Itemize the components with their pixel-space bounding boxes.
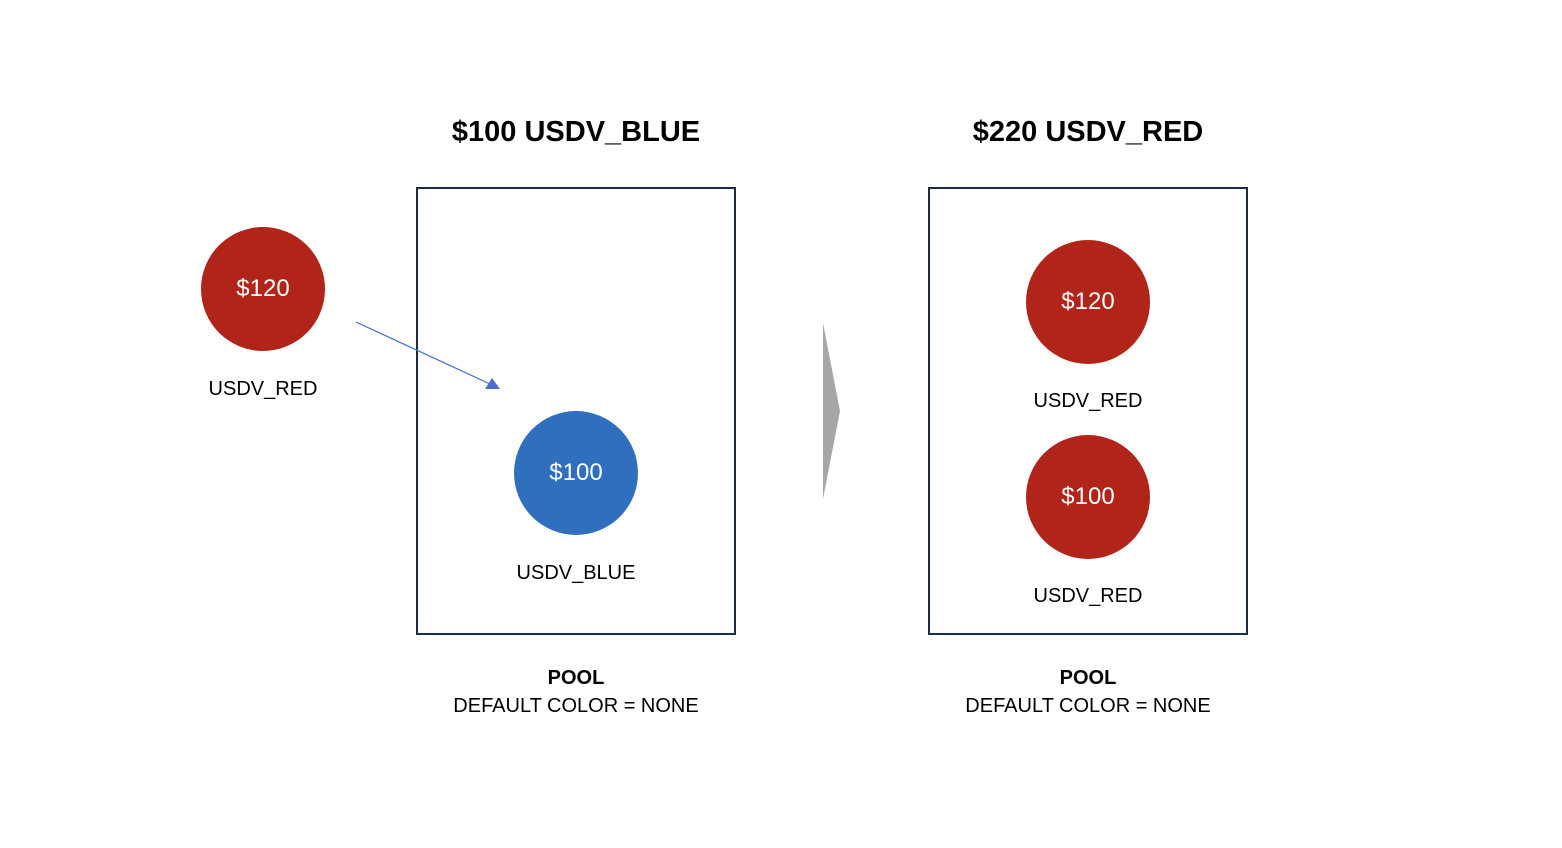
pool-after-caption: POOL DEFAULT COLOR = NONE — [928, 664, 1248, 720]
pool-after-coin-1-value: $120 — [1061, 288, 1115, 315]
arrow-icon — [355, 321, 500, 389]
pool-before-caption-default: DEFAULT COLOR = NONE — [453, 695, 699, 717]
pool-before-coin-value: $100 — [549, 459, 603, 486]
pool-after-coin-2-value: $100 — [1061, 483, 1115, 510]
pool-before-coin: $100 — [514, 411, 638, 535]
incoming-coin: $120 — [201, 227, 325, 351]
pool-before-title: $100 USDV_BLUE — [451, 116, 701, 148]
pool-after-caption-default: DEFAULT COLOR = NONE — [965, 695, 1211, 717]
pool-after-coin-1-label: USDV_RED — [1033, 390, 1143, 412]
pool-after-coin-2: $100 — [1026, 435, 1150, 559]
pool-before-coin-label: USDV_BLUE — [516, 562, 636, 584]
pool-after-caption-name: POOL — [1059, 667, 1117, 689]
chevron-right-icon — [823, 323, 840, 499]
pool-after-coin-2-label: USDV_RED — [1033, 585, 1143, 607]
incoming-coin-label: USDV_RED — [208, 378, 318, 400]
pool-after-title: $220 USDV_RED — [972, 116, 1204, 148]
pool-before-caption-name: POOL — [547, 667, 605, 689]
incoming-coin-value: $120 — [236, 275, 290, 302]
pool-before-caption: POOL DEFAULT COLOR = NONE — [416, 664, 736, 720]
pool-after-coin-1: $120 — [1026, 240, 1150, 364]
